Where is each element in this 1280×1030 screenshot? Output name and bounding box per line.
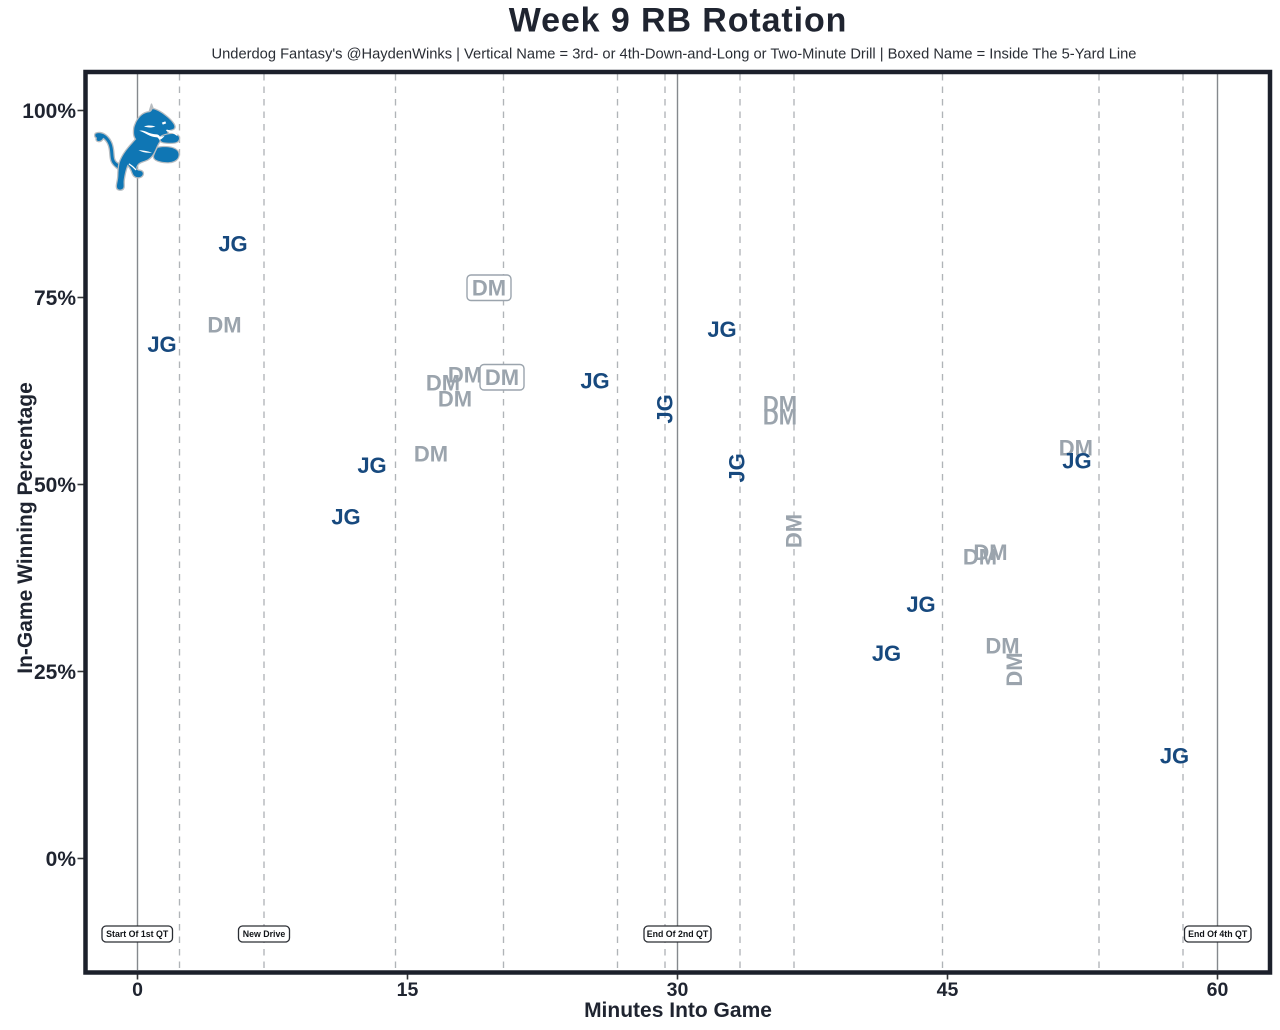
svg-text:DM: DM bbox=[985, 634, 1019, 659]
svg-text:0: 0 bbox=[132, 979, 143, 1001]
svg-text:JG: JG bbox=[653, 394, 678, 423]
svg-text:JG: JG bbox=[906, 592, 935, 617]
svg-text:60: 60 bbox=[1207, 979, 1229, 1001]
svg-text:JG: JG bbox=[147, 332, 176, 357]
svg-text:DM: DM bbox=[973, 540, 1007, 565]
svg-text:End Of 4th QT: End Of 4th QT bbox=[1188, 929, 1248, 939]
svg-text:JG: JG bbox=[725, 453, 750, 482]
svg-text:DM: DM bbox=[426, 371, 460, 396]
svg-text:DM: DM bbox=[763, 405, 797, 430]
svg-text:DM: DM bbox=[763, 392, 797, 417]
svg-text:15: 15 bbox=[397, 979, 419, 1001]
svg-text:JG: JG bbox=[357, 453, 386, 478]
svg-text:30: 30 bbox=[667, 979, 689, 1001]
svg-text:DM: DM bbox=[414, 442, 448, 467]
svg-text:Minutes Into Game: Minutes Into Game bbox=[584, 999, 772, 1022]
svg-text:DM: DM bbox=[438, 387, 472, 412]
svg-text:25%: 25% bbox=[34, 661, 76, 684]
svg-text:DM: DM bbox=[963, 545, 997, 570]
svg-text:JG: JG bbox=[872, 641, 901, 666]
svg-text:50%: 50% bbox=[34, 474, 76, 497]
svg-text:JG: JG bbox=[1160, 744, 1189, 769]
svg-text:DM: DM bbox=[1059, 436, 1093, 461]
svg-text:DM: DM bbox=[485, 365, 519, 390]
svg-text:DM: DM bbox=[207, 313, 241, 338]
svg-text:JG: JG bbox=[218, 232, 247, 257]
svg-text:Week 9 RB Rotation: Week 9 RB Rotation bbox=[509, 2, 848, 40]
svg-text:75%: 75% bbox=[34, 287, 76, 310]
svg-text:End Of 2nd QT: End Of 2nd QT bbox=[647, 929, 709, 939]
svg-text:JG: JG bbox=[331, 505, 360, 530]
svg-text:45: 45 bbox=[937, 979, 959, 1001]
svg-text:JG: JG bbox=[580, 369, 609, 394]
svg-text:0%: 0% bbox=[46, 848, 77, 871]
svg-text:Start Of 1st QT: Start Of 1st QT bbox=[106, 929, 169, 939]
svg-text:DM: DM bbox=[472, 276, 506, 301]
svg-text:DM: DM bbox=[1002, 652, 1027, 686]
svg-text:DM: DM bbox=[782, 514, 807, 548]
svg-text:100%: 100% bbox=[22, 100, 76, 123]
svg-text:In-Game Winning Percentage: In-Game Winning Percentage bbox=[14, 382, 37, 674]
svg-text:JG: JG bbox=[707, 317, 736, 342]
svg-text:DM: DM bbox=[448, 363, 482, 388]
svg-text:New Drive: New Drive bbox=[243, 929, 286, 939]
svg-text:Underdog Fantasy's @HaydenWink: Underdog Fantasy's @HaydenWinks | Vertic… bbox=[212, 47, 1137, 63]
svg-text:JG: JG bbox=[1062, 448, 1091, 473]
